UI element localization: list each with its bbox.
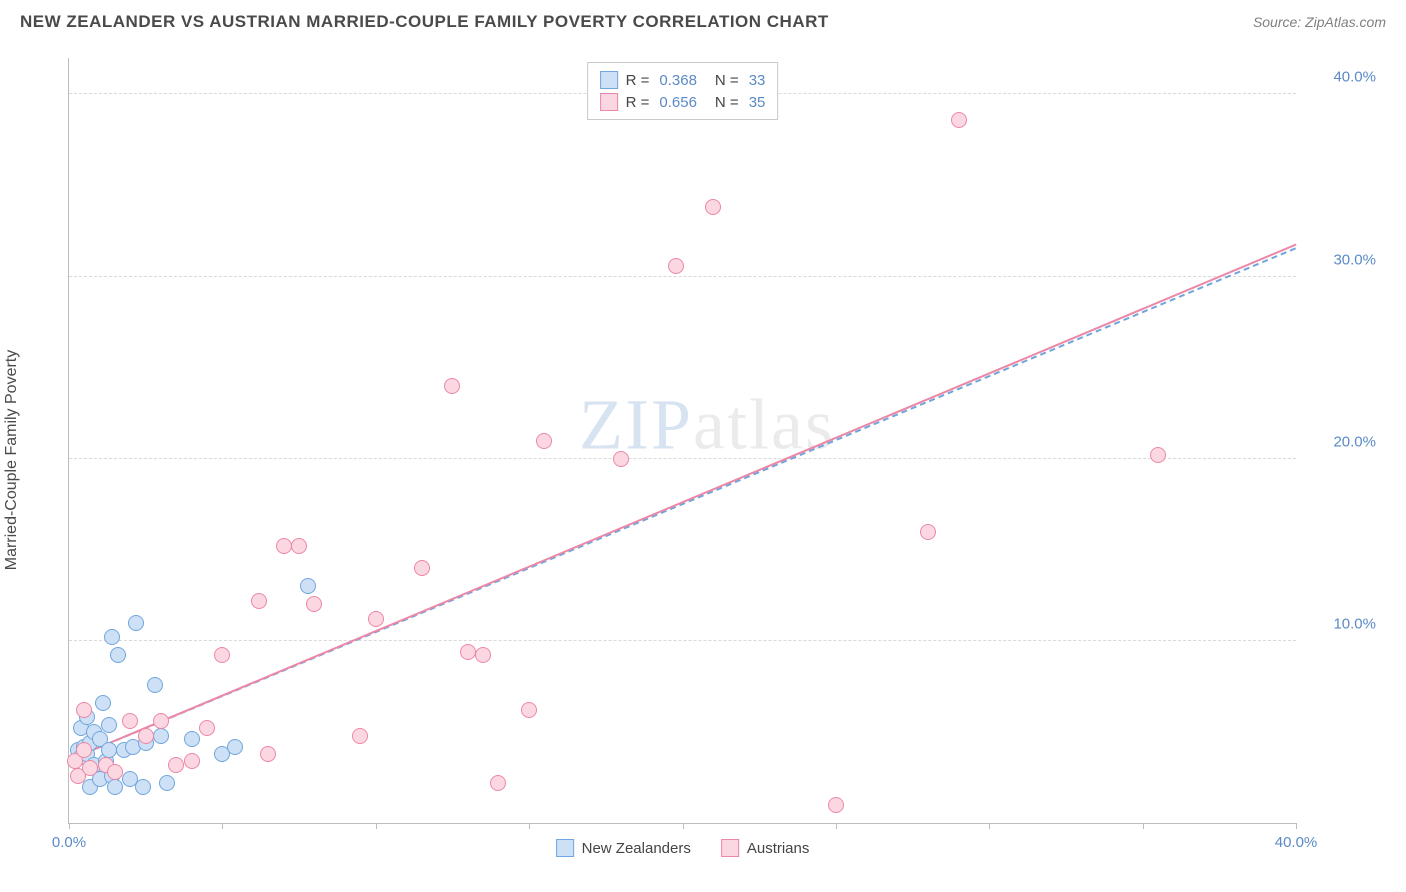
legend-swatch — [721, 839, 739, 857]
data-point — [352, 728, 368, 744]
data-point — [76, 702, 92, 718]
x-tick — [222, 823, 223, 829]
legend-stat-row: R = 0.368 N = 33 — [600, 69, 766, 91]
data-point — [147, 677, 163, 693]
data-point — [951, 112, 967, 128]
x-tick — [683, 823, 684, 829]
data-point — [368, 611, 384, 627]
data-point — [135, 779, 151, 795]
data-point — [276, 538, 292, 554]
legend-swatch — [556, 839, 574, 857]
data-point — [300, 578, 316, 594]
source-attribution: Source: ZipAtlas.com — [1253, 14, 1386, 30]
data-point — [214, 647, 230, 663]
data-point — [104, 629, 120, 645]
data-point — [168, 757, 184, 773]
data-point — [107, 764, 123, 780]
gridline — [69, 458, 1296, 459]
data-point — [159, 775, 175, 791]
data-point — [613, 451, 629, 467]
data-point — [306, 596, 322, 612]
legend-swatch — [600, 71, 618, 89]
gridline — [69, 640, 1296, 641]
y-tick-label: 40.0% — [1306, 69, 1376, 86]
n-value: 35 — [749, 94, 766, 111]
data-point — [291, 538, 307, 554]
y-tick-label: 20.0% — [1306, 433, 1376, 450]
x-tick — [376, 823, 377, 829]
data-point — [460, 644, 476, 660]
data-point — [414, 560, 430, 576]
data-point — [107, 779, 123, 795]
watermark-right: atlas — [693, 385, 835, 465]
n-label: N = — [715, 72, 739, 89]
legend-series-item: Austrians — [721, 839, 810, 857]
y-axis-label: Married-Couple Family Poverty — [3, 350, 21, 571]
legend-stats: R = 0.368 N = 33 R = 0.656 N = 35 — [587, 62, 779, 120]
legend-series-item: New Zealanders — [556, 839, 691, 857]
data-point — [101, 742, 117, 758]
data-point — [153, 728, 169, 744]
header: NEW ZEALANDER VS AUSTRIAN MARRIED-COUPLE… — [0, 0, 1406, 40]
legend-series-label: Austrians — [747, 840, 810, 857]
data-point — [138, 728, 154, 744]
x-tick — [1296, 823, 1297, 829]
data-point — [122, 713, 138, 729]
n-label: N = — [715, 94, 739, 111]
r-label: R = — [626, 94, 650, 111]
data-point — [668, 258, 684, 274]
data-point — [199, 720, 215, 736]
legend-swatch — [600, 93, 618, 111]
n-value: 33 — [749, 72, 766, 89]
plot-area: ZIPatlas R =0.368N =33R =0.656N =35 New … — [68, 58, 1296, 824]
r-value: 0.368 — [659, 72, 697, 89]
x-tick-label: 0.0% — [52, 834, 86, 851]
x-tick — [1143, 823, 1144, 829]
legend-series-label: New Zealanders — [582, 840, 691, 857]
watermark-left: ZIP — [579, 385, 693, 465]
data-point — [920, 524, 936, 540]
chart-container: Married-Couple Family Poverty ZIPatlas R… — [20, 48, 1386, 872]
data-point — [444, 378, 460, 394]
y-tick-label: 10.0% — [1306, 615, 1376, 632]
data-point — [184, 753, 200, 769]
x-tick — [529, 823, 530, 829]
trend-line — [69, 248, 1297, 762]
data-point — [101, 717, 117, 733]
data-point — [82, 760, 98, 776]
data-point — [1150, 447, 1166, 463]
chart-title: NEW ZEALANDER VS AUSTRIAN MARRIED-COUPLE… — [20, 12, 829, 32]
data-point — [153, 713, 169, 729]
data-point — [76, 742, 92, 758]
data-point — [251, 593, 267, 609]
data-point — [128, 615, 144, 631]
x-tick — [989, 823, 990, 829]
data-point — [227, 739, 243, 755]
r-label: R = — [626, 72, 650, 89]
data-point — [536, 433, 552, 449]
x-tick-label: 40.0% — [1275, 834, 1318, 851]
gridline — [69, 276, 1296, 277]
data-point — [490, 775, 506, 791]
data-point — [184, 731, 200, 747]
r-value: 0.656 — [659, 94, 697, 111]
y-tick-label: 30.0% — [1306, 251, 1376, 268]
data-point — [475, 647, 491, 663]
data-point — [705, 199, 721, 215]
data-point — [110, 647, 126, 663]
data-point — [521, 702, 537, 718]
legend-series: New Zealanders Austrians — [556, 839, 810, 857]
data-point — [828, 797, 844, 813]
x-tick — [69, 823, 70, 829]
data-point — [260, 746, 276, 762]
trend-line — [69, 244, 1297, 761]
data-point — [95, 695, 111, 711]
legend-stat-row: R = 0.656 N = 35 — [600, 91, 766, 113]
x-tick — [836, 823, 837, 829]
